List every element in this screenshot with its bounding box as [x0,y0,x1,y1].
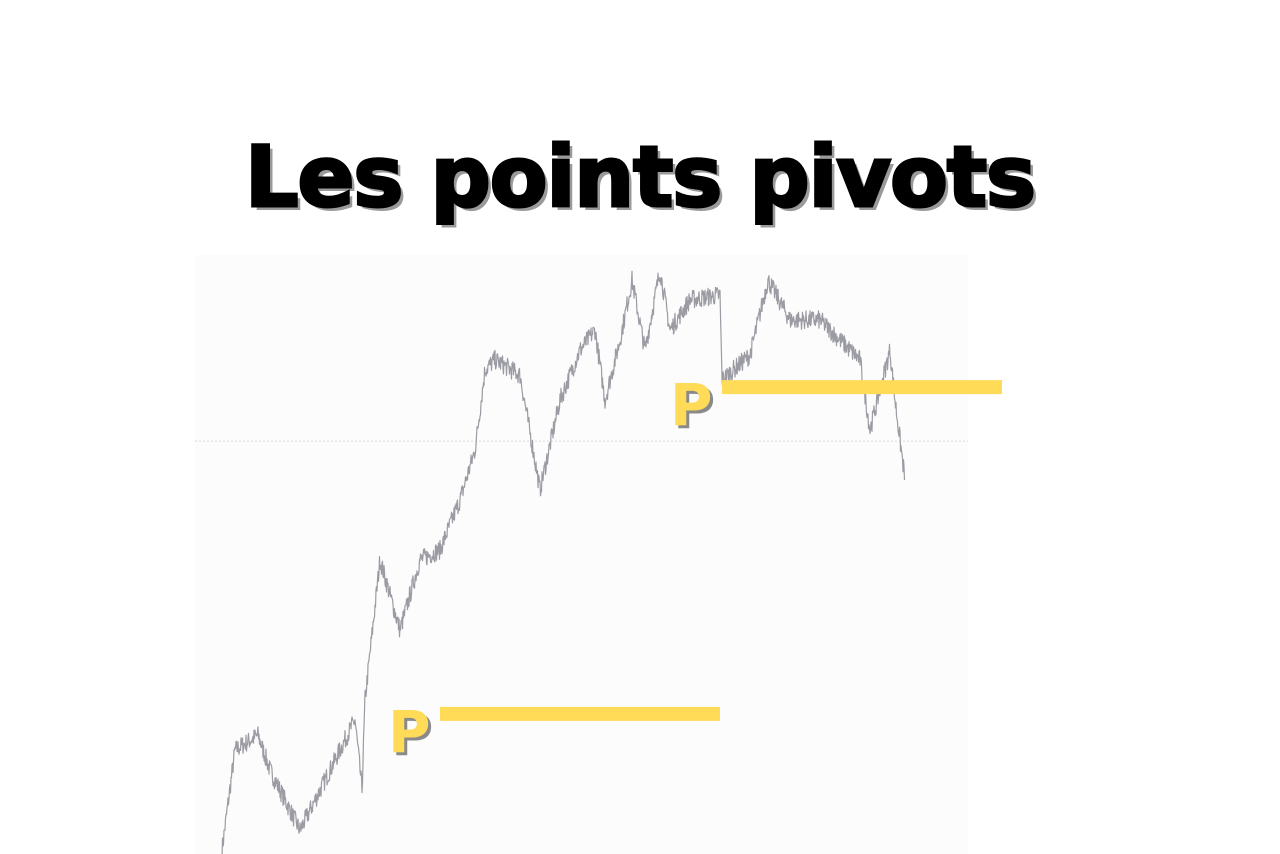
price-line [221,270,906,854]
price-line-group [221,270,906,854]
pivot-label-2: P [670,371,713,439]
pivot-group: PP [388,371,1002,766]
pivot-label-1: P [388,698,431,766]
page-title: Les points pivots [243,127,1037,228]
